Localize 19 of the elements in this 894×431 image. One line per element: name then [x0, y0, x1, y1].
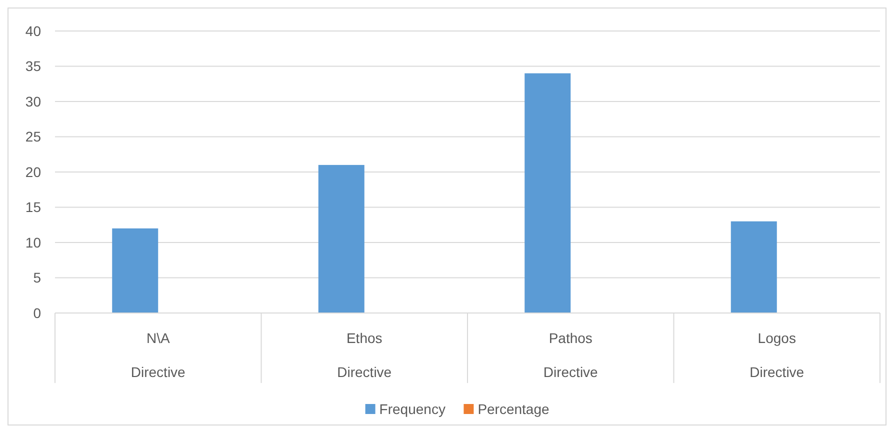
legend-label: Frequency	[379, 401, 446, 417]
y-tick-label: 40	[25, 22, 42, 39]
y-tick-label: 30	[25, 93, 42, 110]
bar	[524, 73, 571, 313]
y-tick-label: 20	[25, 164, 42, 180]
y-tick-label: 25	[25, 128, 42, 145]
legend-label: Percentage	[478, 401, 550, 417]
bar	[318, 164, 364, 313]
y-tick-label: 15	[25, 199, 42, 216]
category-label: Pathos Directive	[543, 330, 598, 380]
bar	[112, 228, 158, 313]
y-tick-label: 5	[33, 270, 42, 286]
y-tick-label: 35	[25, 58, 42, 74]
y-tick-label: 0	[33, 304, 42, 321]
y-tick-label: 10	[25, 234, 42, 250]
category-label: Ethos Directive	[337, 330, 392, 380]
category-label: N\A Directive	[130, 330, 186, 380]
category-label: Logos Directive	[750, 330, 804, 380]
bar	[730, 221, 777, 313]
